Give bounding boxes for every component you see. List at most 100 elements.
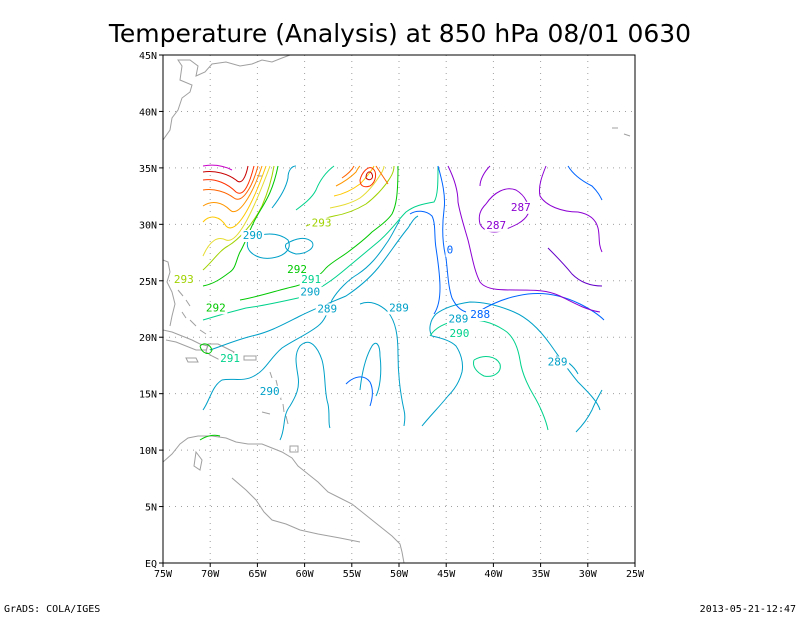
contour-label-background	[298, 286, 322, 299]
footer-timestamp: 2013-05-21-12:47	[700, 604, 796, 615]
contour-line-289-west	[202, 219, 401, 411]
contour-label: 291	[301, 273, 321, 286]
contour-label-background	[299, 274, 323, 287]
contour-line-290-ring	[285, 237, 314, 255]
puerto-rico-coast	[243, 355, 257, 361]
contour-line-290-north	[271, 165, 297, 209]
contour-label: 287	[486, 219, 506, 232]
guiana-border	[231, 477, 361, 543]
x-tick-label: 40W	[484, 569, 503, 580]
contour-line-green-spot	[199, 343, 221, 441]
contour-line-warm-2	[202, 165, 259, 200]
y-tick-label: 25N	[139, 277, 157, 288]
contour-label-background	[218, 353, 242, 366]
contour-label: 290	[300, 285, 320, 298]
y-tick-label: 15N	[139, 390, 157, 401]
contour-line-291-west	[202, 165, 439, 321]
contour-line-290-mid	[209, 215, 419, 351]
contour-line-warm-3	[202, 165, 263, 213]
contour-label-background	[509, 201, 533, 214]
contour-line-warm-1	[202, 165, 255, 194]
x-tick-label: 60W	[296, 569, 315, 580]
contour-line-287-east	[479, 165, 603, 253]
x-tick-label: 30W	[579, 569, 598, 580]
contour-label: 293	[174, 273, 194, 286]
x-tick-label: 70W	[201, 569, 220, 580]
north-america-coast	[163, 55, 291, 141]
longitude-axis: 75W 70W 65W 60W 55W 50W 45W 40W 35W 30W 25W	[154, 563, 645, 580]
contour-label-background	[310, 217, 334, 230]
south-america-coast	[163, 435, 405, 563]
contour-line-290-loop	[246, 233, 290, 259]
contour-label: 287	[511, 201, 531, 214]
contour-label-background	[484, 219, 508, 232]
x-tick-label: 25W	[626, 569, 645, 580]
contour-line-298-east	[359, 167, 377, 188]
bahamas-islands	[177, 289, 207, 335]
contour-label: 290	[260, 385, 280, 398]
contour-line-magenta-nw	[202, 164, 233, 171]
contour-label-background	[468, 309, 492, 322]
contour-line-warm-5	[202, 165, 271, 257]
contour-label-background	[285, 263, 309, 276]
contour-line-289-southern	[279, 341, 331, 441]
maracaibo-lake	[193, 450, 203, 471]
y-tick-label: 30N	[139, 220, 157, 231]
contour-label-background	[315, 303, 339, 316]
contour-line-289-east	[421, 301, 601, 427]
contour-label-background	[172, 274, 196, 287]
contour-label: 293	[312, 217, 332, 230]
contour-line-288-east	[477, 293, 605, 321]
contour-label: 288	[470, 308, 490, 321]
contour-line-287-main	[447, 165, 601, 313]
contour-label-background	[446, 313, 470, 326]
contour-line-292-east	[239, 165, 399, 301]
contour-label-background	[204, 302, 228, 315]
y-tick-label: 40N	[139, 107, 157, 118]
x-tick-label: 50W	[390, 569, 409, 580]
contour-label-background	[546, 356, 570, 369]
x-tick-label: 45W	[437, 569, 456, 580]
contour-label-background	[258, 385, 282, 398]
y-tick-label: 5N	[145, 503, 157, 514]
contour-line-295-east	[333, 165, 375, 197]
contour-label: 292	[206, 301, 226, 314]
contour-label: 289	[389, 301, 409, 314]
map-title: Temperature (Analysis) at 850 hPa 08/01 …	[108, 19, 691, 48]
jamaica-coast	[185, 357, 199, 363]
graticule	[163, 55, 635, 563]
latitude-axis: EQ 5N 10N 15N 20N 25N 30N 35N 40N 45N	[139, 51, 163, 570]
contour-line-286-east	[547, 247, 603, 287]
contour-line-warm-max	[202, 165, 249, 183]
contour-line-288-central	[437, 165, 467, 313]
contour-line-296-east	[335, 165, 361, 187]
contour-line-289-central	[359, 301, 406, 427]
contour-line-warm-4	[202, 165, 267, 229]
contour-label: 289	[449, 313, 469, 326]
contour-label: 290	[243, 229, 263, 242]
y-tick-label: 10N	[139, 446, 157, 457]
contour-label: 0	[447, 244, 454, 257]
contour-line-289-tongue	[359, 342, 382, 397]
temperature-contours	[199, 164, 605, 441]
contour-label-background	[241, 230, 265, 243]
azores-islands	[612, 127, 631, 137]
y-tick-label: 20N	[139, 333, 157, 344]
contour-label: 289	[548, 355, 568, 368]
contour-line-291-north	[295, 165, 335, 211]
contour-line-299-east	[365, 171, 373, 181]
contour-label-background	[387, 302, 411, 315]
x-tick-label: 75W	[154, 569, 173, 580]
contour-label-background	[447, 328, 471, 341]
contour-line-288-blob	[345, 376, 373, 407]
footer-credit: GrADS: COLA/IGES	[4, 604, 100, 615]
contour-label: 289	[317, 302, 337, 315]
contour-line-294-east	[329, 165, 385, 209]
contour-line-288-south	[409, 210, 441, 315]
contour-line-292-west	[202, 165, 279, 287]
y-tick-label: 45N	[139, 51, 157, 62]
x-tick-label: 35W	[532, 569, 551, 580]
contour-line-287-loop	[478, 188, 529, 233]
x-tick-label: 65W	[248, 569, 267, 580]
